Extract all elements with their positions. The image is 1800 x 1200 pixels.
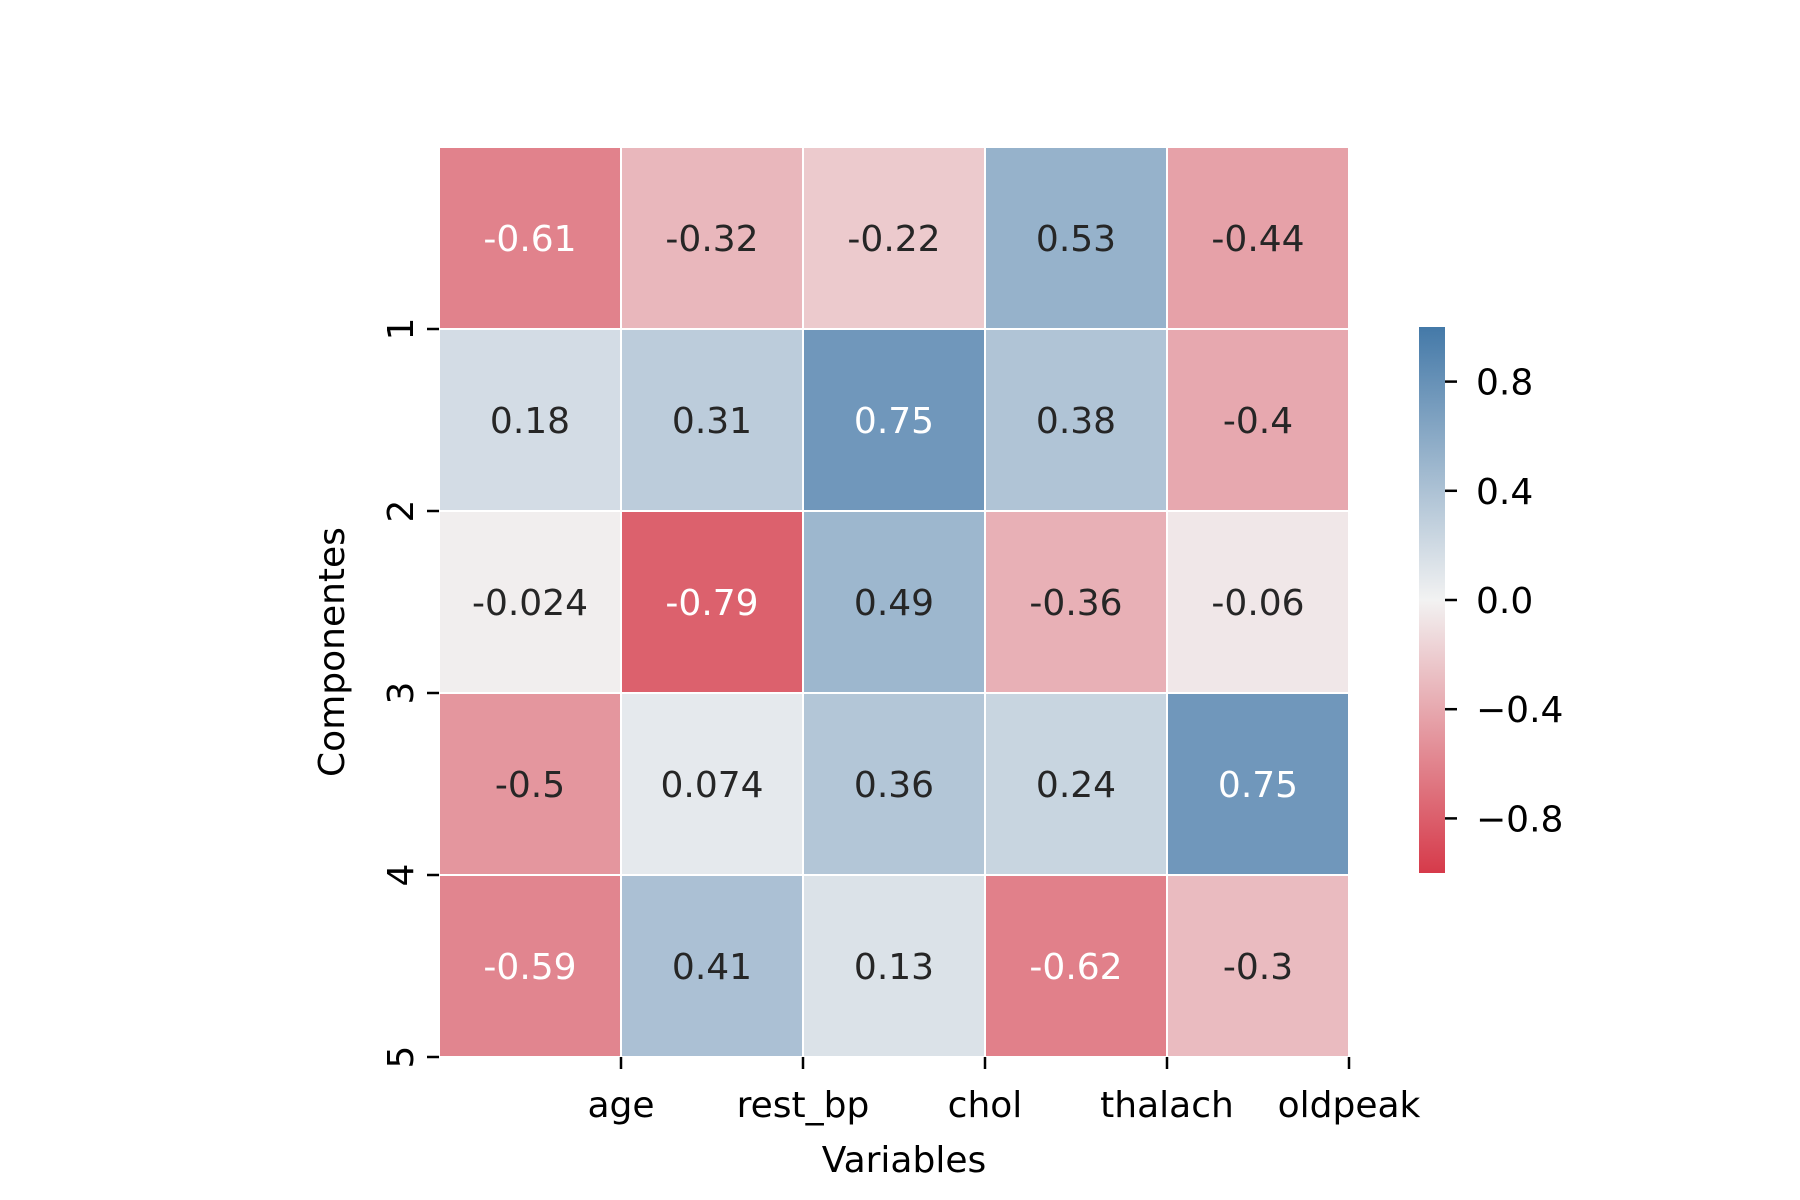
colorbar-tick-label: 0.4	[1476, 472, 1533, 513]
cell-value-label: 0.31	[672, 401, 752, 442]
x-tick-label: thalach	[1100, 1085, 1234, 1126]
cell-value-label: -0.61	[483, 219, 576, 260]
cell-value-label: -0.22	[847, 219, 940, 260]
colorbar-tick-label: −0.4	[1476, 690, 1563, 731]
x-tick-label: rest_bp	[737, 1085, 870, 1126]
heatmap-cell	[1166, 874, 1350, 1058]
y-tick-label: 5	[381, 1046, 422, 1069]
x-tick-label: age	[587, 1085, 654, 1126]
cell-value-label: 0.24	[1036, 765, 1116, 806]
cell-value-label: -0.44	[1211, 219, 1304, 260]
cell-value-label: -0.5	[495, 765, 565, 806]
cell-value-label: 0.18	[490, 401, 570, 442]
cell-value-label: -0.36	[1029, 583, 1122, 624]
heatmap-cell	[438, 692, 622, 876]
heatmap-cell	[620, 146, 804, 330]
heatmap-cells: -0.61 -0.32 -0.22 0.53 -0.44 0.18 0.31 0.75 0.38…	[438, 146, 1350, 1058]
cell-value-label: -0.32	[665, 219, 758, 260]
heatmap-cell	[438, 146, 622, 330]
cell-value-label: -0.06	[1211, 583, 1304, 624]
cell-value-label: -0.024	[472, 583, 588, 624]
colorbar-tick-label: 0.8	[1476, 363, 1533, 404]
heatmap-cell	[1166, 510, 1350, 694]
heatmap-cell	[620, 874, 804, 1058]
heatmap-cell	[802, 510, 986, 694]
y-axis: 1 2 3 4 5	[381, 318, 439, 1069]
cell-value-label: -0.4	[1223, 401, 1293, 442]
colorbar-tick-label: 0.0	[1476, 581, 1533, 622]
cell-value-label: 0.074	[660, 765, 763, 806]
heatmap-cell	[802, 328, 986, 512]
heatmap-cell	[984, 146, 1168, 330]
cell-value-label: -0.59	[483, 947, 576, 988]
heatmap-cell	[620, 510, 804, 694]
cell-value-label: 0.75	[854, 401, 934, 442]
heatmap-cell	[1166, 146, 1350, 330]
cell-value-label: 0.38	[1036, 401, 1116, 442]
heatmap-cell	[984, 692, 1168, 876]
x-axis: age rest_bp chol thalach oldpeak	[587, 1057, 1421, 1126]
heatmap-cell	[438, 874, 622, 1058]
x-tick-label: oldpeak	[1278, 1085, 1421, 1126]
colorbar: 0.8 0.4 0.0 −0.4 −0.8	[1419, 327, 1563, 873]
heatmap-cell	[620, 692, 804, 876]
cell-value-label: 0.75	[1218, 765, 1298, 806]
heatmap-cell	[802, 146, 986, 330]
heatmap-cell	[438, 328, 622, 512]
x-tick-label: chol	[948, 1085, 1023, 1126]
heatmap-cell	[1166, 692, 1350, 876]
cell-value-label: -0.3	[1223, 947, 1293, 988]
y-tick-label: 2	[381, 500, 422, 523]
cell-value-label: 0.13	[854, 947, 934, 988]
y-tick-label: 4	[381, 864, 422, 887]
cell-value-label: 0.53	[1036, 219, 1116, 260]
y-axis-label: Componentes	[312, 527, 353, 777]
y-tick-label: 1	[381, 318, 422, 341]
heatmap-cell	[984, 510, 1168, 694]
cell-value-label: -0.79	[665, 583, 758, 624]
cell-value-label: 0.41	[672, 947, 752, 988]
heatmap-cell	[802, 692, 986, 876]
heatmap-cell	[1166, 328, 1350, 512]
cell-value-label: 0.36	[854, 765, 934, 806]
colorbar-tick-label: −0.8	[1476, 799, 1563, 840]
cell-value-label: 0.49	[854, 583, 934, 624]
x-axis-label: Variables	[822, 1140, 987, 1181]
y-tick-label: 3	[381, 682, 422, 705]
heatmap-cell	[802, 874, 986, 1058]
colorbar-gradient	[1419, 327, 1445, 873]
cell-value-label: -0.62	[1029, 947, 1122, 988]
